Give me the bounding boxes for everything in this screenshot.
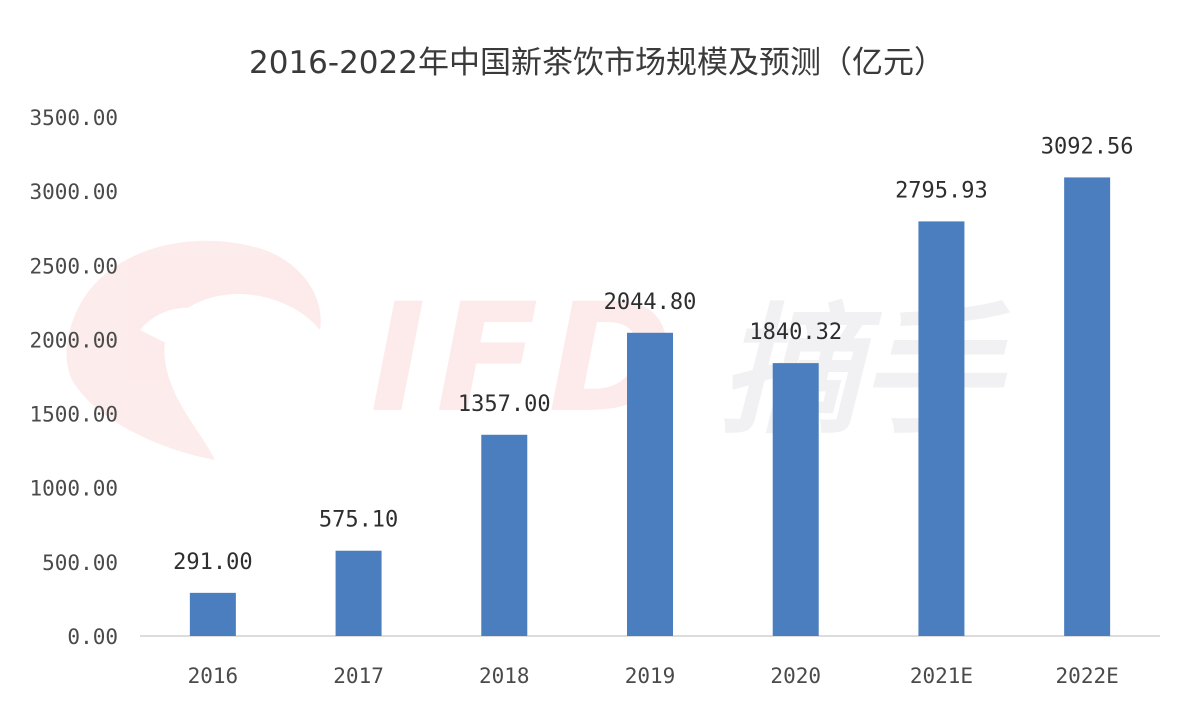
- bar: [1064, 177, 1111, 636]
- y-tick-label: 2500.00: [29, 254, 118, 278]
- bar: [481, 434, 528, 636]
- data-label: 2795.93: [895, 178, 988, 203]
- chart-title: 2016-2022年中国新茶饮市场规模及预测（亿元）: [249, 45, 945, 81]
- x-tick-label: 2016: [188, 664, 239, 688]
- data-label: 575.10: [319, 508, 398, 533]
- y-tick-label: 2000.00: [29, 328, 118, 352]
- y-tick-label: 3000.00: [29, 180, 118, 204]
- bars: [189, 177, 1111, 637]
- y-tick-label: 500.00: [42, 551, 118, 575]
- y-tick-label: 1500.00: [29, 403, 118, 427]
- data-label: 1357.00: [458, 392, 551, 417]
- bar: [189, 592, 236, 636]
- data-label: 1840.32: [749, 320, 842, 345]
- x-axis: 2016 2017 2018 2019 2020 2021E 2022E: [188, 664, 1119, 688]
- bar: [918, 221, 965, 637]
- x-tick-label: 2019: [625, 664, 676, 688]
- data-label: 3092.56: [1041, 134, 1134, 159]
- watermark: IFD 摘手: [66, 240, 1011, 460]
- data-labels: 291.00 575.10 1357.00 2044.80 1840.32 2795.93…: [173, 134, 1133, 574]
- bar: [627, 332, 673, 636]
- x-tick-label: 2022E: [1056, 664, 1119, 688]
- x-tick-label: 2018: [479, 664, 530, 688]
- y-tick-label: 3500.00: [29, 106, 118, 130]
- watermark-logo-text: IFD: [370, 272, 683, 446]
- y-axis: 0.00 500.00 1000.00 1500.00 2000.00 2500.00 30…: [29, 106, 118, 649]
- watermark-brand-text: 摘手: [720, 291, 1011, 454]
- eagle-head-icon: [66, 240, 321, 460]
- y-tick-label: 0.00: [67, 625, 118, 649]
- x-tick-label: 2021E: [910, 664, 973, 688]
- bar: [335, 550, 382, 636]
- bar: [772, 363, 819, 636]
- y-tick-label: 1000.00: [29, 477, 118, 501]
- data-label: 2044.80: [604, 290, 697, 315]
- x-tick-label: 2017: [333, 664, 384, 688]
- data-label: 291.00: [173, 550, 252, 575]
- x-tick-label: 2020: [770, 664, 821, 688]
